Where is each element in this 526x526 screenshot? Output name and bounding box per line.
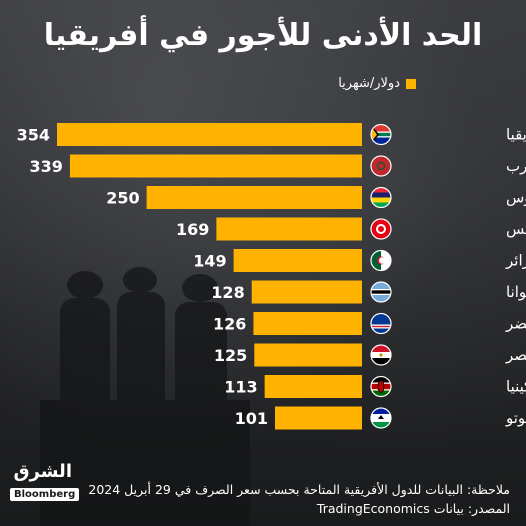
value-label-4: 149 (193, 252, 226, 271)
footer-source: المصدر: بيانات TradingEconomics (316, 501, 510, 516)
botswana-flag-icon (370, 281, 392, 303)
footer-note: ملاحظة: البيانات للدول الأفريقية المتاحة… (88, 482, 510, 497)
bar-9 (274, 406, 362, 430)
cape-verde-flag-icon (370, 312, 392, 335)
south-africa-flag-icon (370, 123, 392, 146)
morocco-flag-icon (370, 155, 392, 177)
bar-0 (57, 123, 362, 146)
bar-group: 149 الجزائر (193, 249, 526, 272)
bar-group: 125 مصر (214, 343, 526, 367)
value-label-1: 339 (30, 157, 63, 176)
bar-group: 128 بوتسوانا (211, 280, 526, 304)
category-label-7: مصر (505, 346, 526, 364)
bar-1 (69, 154, 362, 178)
legend: دولار/شهريا (338, 76, 416, 91)
lesotho-flag-icon (370, 407, 392, 429)
bar-group: 354 جنوب أفريقيا (17, 123, 526, 146)
bar-group: 101 ليسوتو (235, 406, 526, 430)
bar-group: 339 المغرب (30, 154, 526, 178)
mauritius-flag-icon (370, 186, 392, 209)
category-label-5: بوتسوانا (506, 283, 526, 301)
bar-2 (146, 186, 362, 209)
category-label-0: جنوب أفريقيا (506, 125, 526, 144)
category-label-8: كينيا (506, 378, 526, 396)
egypt-flag-icon (370, 344, 392, 366)
logo-bloomberg: Bloomberg (10, 488, 80, 501)
bar-8 (264, 375, 362, 398)
value-label-0: 354 (17, 126, 50, 145)
value-label-6: 126 (213, 315, 246, 334)
bar-group: 113 كينيا (224, 375, 526, 398)
legend-swatch (406, 78, 416, 89)
logo-asharq: الشرق (13, 461, 72, 482)
tunisia-flag-icon (370, 218, 392, 240)
category-label-4: الجزائر (505, 252, 526, 270)
value-label-9: 101 (235, 409, 268, 428)
bar-7 (254, 343, 362, 367)
category-label-1: المغرب (506, 157, 526, 175)
bar-3 (216, 217, 362, 241)
bar-group: 126 الرأس الأخضر (213, 312, 526, 335)
value-label-8: 113 (224, 378, 257, 397)
category-label-3: تونس (506, 220, 526, 238)
category-label-9: ليسوتو (505, 409, 526, 427)
publisher-logo: الشرق Bloomberg (10, 461, 80, 512)
bar-6 (253, 312, 362, 335)
legend-label: دولار/شهريا (338, 76, 400, 91)
bar-5 (251, 280, 362, 304)
value-label-7: 125 (214, 346, 247, 365)
kenya-flag-icon (370, 375, 392, 398)
bar-group: 169 تونس (176, 217, 526, 241)
value-label-3: 169 (176, 220, 209, 239)
algeria-flag-icon (370, 249, 392, 272)
value-label-5: 128 (211, 283, 244, 302)
bar-4 (233, 249, 362, 272)
bar-group: 250 موريشيوس (106, 186, 526, 209)
silhouette-background (40, 267, 250, 526)
footer: ملاحظة: البيانات للدول الأفريقية المتاحة… (88, 480, 510, 518)
category-label-2: موريشيوس (506, 189, 526, 207)
value-label-2: 250 (106, 189, 139, 208)
chart-title: الحد الأدنى للأجور في أفريقيا (43, 18, 483, 53)
category-label-6: الرأس الأخضر (505, 314, 526, 333)
